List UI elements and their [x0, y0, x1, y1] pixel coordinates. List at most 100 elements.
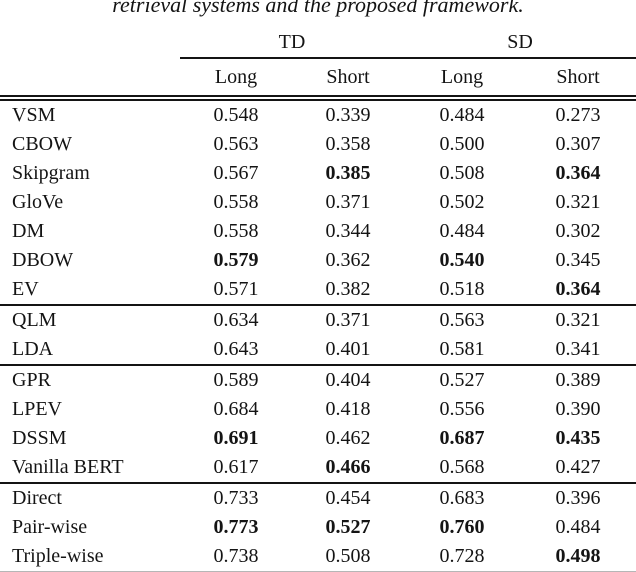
cell-value: 0.396 [555, 487, 601, 509]
cell-value: 0.404 [325, 369, 371, 391]
cell-value: 0.643 [213, 338, 259, 360]
table-section-3: GPR 0.589 0.404 0.527 0.389 LPEV 0.684 0.418 0.5… [0, 365, 636, 483]
table-row: LDA 0.643 0.401 0.581 0.341 [0, 335, 636, 365]
column-header-sd-long: Long [404, 58, 521, 101]
cell-value: 0.371 [325, 191, 371, 213]
table-header: TD SD Long Short Long Short [0, 17, 636, 101]
cell-value: 0.527 [439, 369, 485, 391]
column-header-sd-short: Short [520, 58, 636, 101]
cell-value: 0.760 [439, 516, 485, 538]
cell-value: 0.571 [213, 278, 259, 300]
row-label: Pair-wise [12, 516, 88, 538]
cell-value: 0.733 [213, 487, 259, 509]
cell-value: 0.401 [325, 338, 371, 360]
cell-value: 0.500 [439, 133, 485, 155]
row-label: Skipgram [12, 162, 90, 184]
cell-value: 0.462 [325, 427, 371, 449]
table-row: EV 0.571 0.382 0.518 0.364 [0, 275, 636, 305]
table-caption: retrieval systems and the proposed frame… [112, 0, 524, 17]
column-group-row: TD SD [0, 17, 636, 59]
cell-value: 0.385 [325, 162, 371, 184]
cell-value: 0.687 [439, 427, 485, 449]
table-row: Triple-wise 0.738 0.508 0.728 0.498 [0, 542, 636, 572]
table-row: CBOW 0.563 0.358 0.500 0.307 [0, 130, 636, 159]
row-label: DBOW [12, 249, 74, 271]
cell-value: 0.341 [555, 338, 601, 360]
row-label: GPR [12, 369, 51, 391]
table-row: DM 0.558 0.344 0.484 0.302 [0, 217, 636, 246]
row-label: LDA [12, 338, 54, 360]
cell-value: 0.563 [213, 133, 259, 155]
cell-value: 0.502 [439, 191, 485, 213]
row-label: VSM [12, 104, 56, 126]
cell-value: 0.273 [555, 104, 601, 126]
column-header-td-short: Short [292, 58, 405, 101]
cell-value: 0.617 [213, 456, 259, 478]
cell-value: 0.418 [325, 398, 371, 420]
cell-value: 0.568 [439, 456, 485, 478]
cell-value: 0.435 [555, 427, 601, 449]
cell-value: 0.579 [213, 249, 259, 271]
cell-value: 0.321 [555, 191, 601, 213]
cell-value: 0.540 [439, 249, 485, 271]
cell-value: 0.556 [439, 398, 485, 420]
row-label: DSSM [12, 427, 67, 449]
table-row: DSSM 0.691 0.462 0.687 0.435 [0, 424, 636, 453]
row-label: EV [12, 278, 39, 300]
cell-value: 0.773 [213, 516, 259, 538]
cell-value: 0.344 [325, 220, 371, 242]
row-label: LPEV [12, 398, 62, 420]
cell-value: 0.389 [555, 369, 601, 391]
column-group-sd: SD [404, 17, 636, 59]
row-label: Vanilla BERT [12, 456, 124, 478]
results-table: TD SD Long Short Long Short VSM 0.548 0.33… [0, 17, 636, 572]
cell-value: 0.321 [555, 309, 601, 331]
caption-clip-region: retrieval systems and the proposed frame… [0, 0, 636, 17]
cell-value: 0.634 [213, 309, 259, 331]
table-row: GPR 0.589 0.404 0.527 0.389 [0, 365, 636, 395]
corner-cell [0, 17, 180, 58]
cell-value: 0.581 [439, 338, 485, 360]
column-header-row: Long Short Long Short [0, 58, 636, 101]
cell-value: 0.558 [213, 191, 259, 213]
cell-value: 0.683 [439, 487, 485, 509]
row-label: DM [12, 220, 45, 242]
cell-value: 0.390 [555, 398, 601, 420]
cell-value: 0.364 [555, 278, 601, 300]
column-header-td-long: Long [180, 58, 292, 101]
table-section-1: VSM 0.548 0.339 0.484 0.273 CBOW 0.563 0.358 0.5… [0, 98, 636, 305]
cell-value: 0.508 [325, 545, 371, 567]
cell-value: 0.358 [325, 133, 371, 155]
table-row: GloVe 0.558 0.371 0.502 0.321 [0, 188, 636, 217]
corner-cell [0, 58, 180, 101]
cell-value: 0.345 [555, 249, 601, 271]
cell-value: 0.684 [213, 398, 259, 420]
table-row: Skipgram 0.567 0.385 0.508 0.364 [0, 159, 636, 188]
table-row: LPEV 0.684 0.418 0.556 0.390 [0, 395, 636, 424]
cell-value: 0.558 [213, 220, 259, 242]
cell-value: 0.527 [325, 516, 371, 538]
cell-value: 0.371 [325, 309, 371, 331]
table-row: Direct 0.733 0.454 0.683 0.396 [0, 483, 636, 513]
row-label: Triple-wise [12, 545, 104, 567]
cell-value: 0.302 [555, 220, 601, 242]
table-row: Pair-wise 0.773 0.527 0.760 0.484 [0, 513, 636, 542]
cell-value: 0.738 [213, 545, 259, 567]
cell-value: 0.548 [213, 104, 259, 126]
cell-value: 0.589 [213, 369, 259, 391]
column-group-td: TD [180, 17, 405, 59]
table-row: QLM 0.634 0.371 0.563 0.321 [0, 305, 636, 335]
table-row: Vanilla BERT 0.617 0.466 0.568 0.427 [0, 453, 636, 483]
cell-value: 0.382 [325, 278, 371, 300]
cell-value: 0.508 [439, 162, 485, 184]
cell-value: 0.307 [555, 133, 601, 155]
table-row: DBOW 0.579 0.362 0.540 0.345 [0, 246, 636, 275]
cell-value: 0.498 [555, 545, 601, 567]
table-section-4: Direct 0.733 0.454 0.683 0.396 Pair-wise 0.773… [0, 483, 636, 572]
row-label: Direct [12, 487, 62, 509]
cell-value: 0.484 [439, 104, 485, 126]
cell-value: 0.567 [213, 162, 259, 184]
cell-value: 0.454 [325, 487, 371, 509]
cell-value: 0.728 [439, 545, 485, 567]
cell-value: 0.484 [555, 516, 601, 538]
